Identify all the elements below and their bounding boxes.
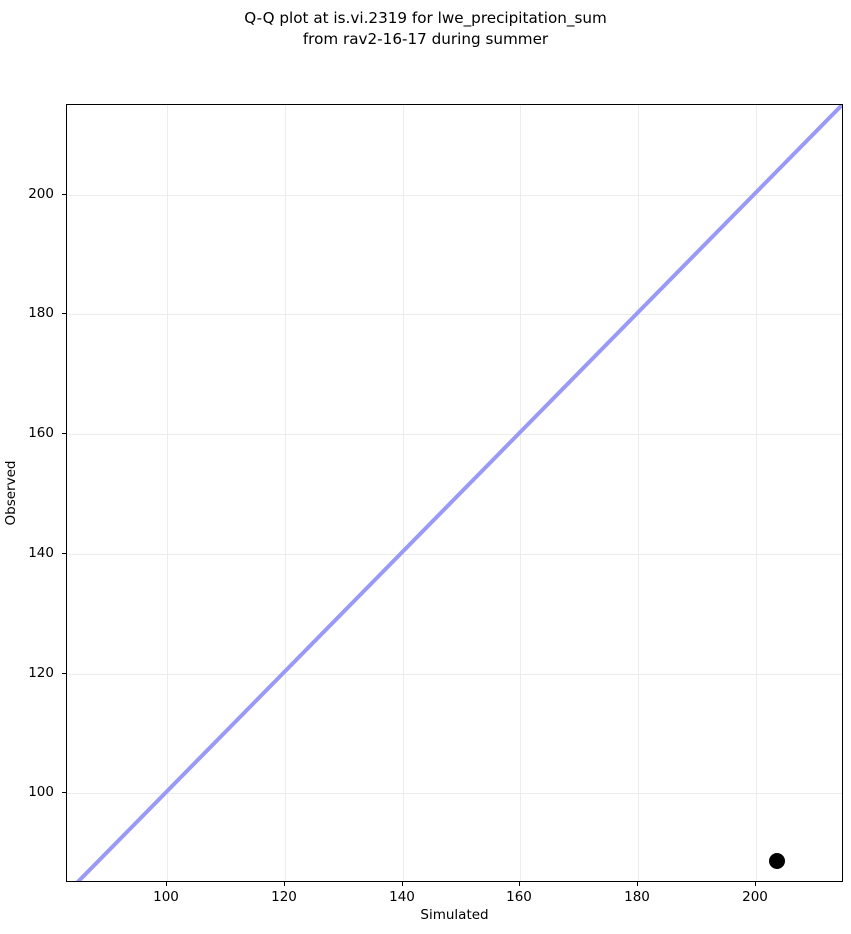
y-tick-label: 120 — [28, 665, 54, 681]
x-tick-label: 180 — [624, 889, 650, 905]
gridline-horizontal — [67, 434, 842, 435]
y-axis-label: Observed — [3, 460, 19, 526]
x-tick-mark — [637, 882, 638, 886]
gridline-horizontal — [67, 793, 842, 794]
x-tick-label: 100 — [153, 889, 179, 905]
x-axis-label: Simulated — [420, 907, 489, 923]
y-tick-mark — [62, 792, 66, 793]
gridline-vertical — [285, 105, 286, 881]
x-tick-label: 200 — [742, 889, 768, 905]
gridline-vertical — [638, 105, 639, 881]
y-tick-label: 140 — [28, 545, 54, 561]
x-tick-mark — [284, 882, 285, 886]
y-tick-label: 200 — [28, 186, 54, 202]
y-tick-mark — [62, 673, 66, 674]
y-tick-label: 180 — [28, 305, 54, 321]
y-tick-mark — [62, 433, 66, 434]
x-tick-label: 120 — [271, 889, 297, 905]
chart-title: Q-Q plot at is.vi.2319 for lwe_precipita… — [244, 9, 607, 48]
gridline-vertical — [756, 105, 757, 881]
data-point[interactable] — [769, 853, 786, 870]
y-tick-label: 100 — [28, 784, 54, 800]
x-tick-label: 140 — [389, 889, 415, 905]
gridline-horizontal — [67, 554, 842, 555]
y-tick-mark — [62, 553, 66, 554]
gridline-vertical — [167, 105, 168, 881]
x-tick-mark — [519, 882, 520, 886]
y-tick-mark — [62, 313, 66, 314]
x-tick-label: 160 — [506, 889, 532, 905]
identity-line-stroke — [75, 105, 842, 881]
y-tick-label: 160 — [28, 425, 54, 441]
x-tick-mark — [402, 882, 403, 886]
plot-area[interactable] — [66, 104, 843, 882]
gridline-horizontal — [67, 674, 842, 675]
x-tick-mark — [166, 882, 167, 886]
gridline-horizontal — [67, 195, 842, 196]
gridline-vertical — [520, 105, 521, 881]
identity-reference-line — [75, 105, 842, 881]
y-axis-label-wrapper: Observed — [0, 104, 22, 882]
x-tick-mark — [755, 882, 756, 886]
gridline-vertical — [403, 105, 404, 881]
y-tick-mark — [62, 194, 66, 195]
gridline-horizontal — [67, 314, 842, 315]
